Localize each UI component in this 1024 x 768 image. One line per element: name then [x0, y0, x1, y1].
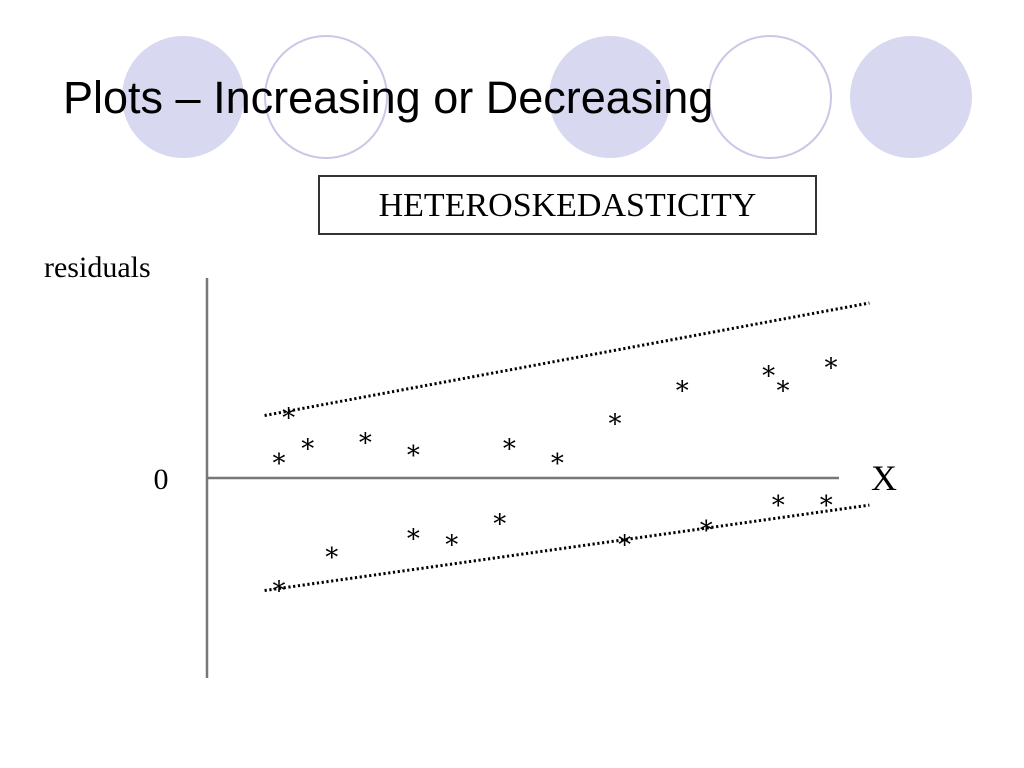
- data-point: *: [301, 435, 314, 465]
- zero-tick-label: 0: [154, 463, 169, 496]
- lower-bound-line: [264, 503, 870, 592]
- data-point: *: [407, 524, 420, 554]
- data-points: *** * * * *** * ***** *** ** *: [273, 353, 838, 606]
- data-point: *: [273, 449, 286, 479]
- decorative-circle-filled-2: [549, 36, 671, 158]
- upper-bound-line: [264, 301, 870, 417]
- data-point: *: [820, 491, 833, 521]
- data-point: *: [618, 531, 631, 561]
- data-point: *: [359, 428, 372, 458]
- decorative-circle-outline-1: [264, 35, 388, 159]
- data-point: *: [676, 376, 689, 406]
- data-point: *: [273, 576, 286, 606]
- data-point: *: [609, 410, 622, 440]
- data-point: *: [407, 441, 420, 471]
- decorative-circle-outline-2: [708, 35, 832, 159]
- data-point: *: [282, 403, 295, 433]
- y-axis-label: residuals: [44, 251, 151, 284]
- bound-lines: [264, 301, 870, 592]
- data-point: *: [445, 531, 458, 561]
- data-point: *: [325, 543, 338, 573]
- data-point: *: [762, 362, 775, 392]
- x-axis-label: X: [871, 458, 897, 498]
- slide-title: Plots – Increasing or Decreasing: [63, 72, 714, 123]
- data-point: *: [772, 491, 785, 521]
- data-point: *: [700, 516, 713, 546]
- data-point: *: [493, 510, 506, 540]
- data-point: *: [777, 376, 790, 406]
- data-point: *: [825, 353, 838, 383]
- data-point: *: [503, 435, 516, 465]
- decorative-circle-filled-3: [850, 36, 972, 158]
- chart-title: HETEROSKEDASTICITY: [318, 175, 817, 235]
- data-point: *: [551, 449, 564, 479]
- decorative-circle-filled-1: [122, 36, 244, 158]
